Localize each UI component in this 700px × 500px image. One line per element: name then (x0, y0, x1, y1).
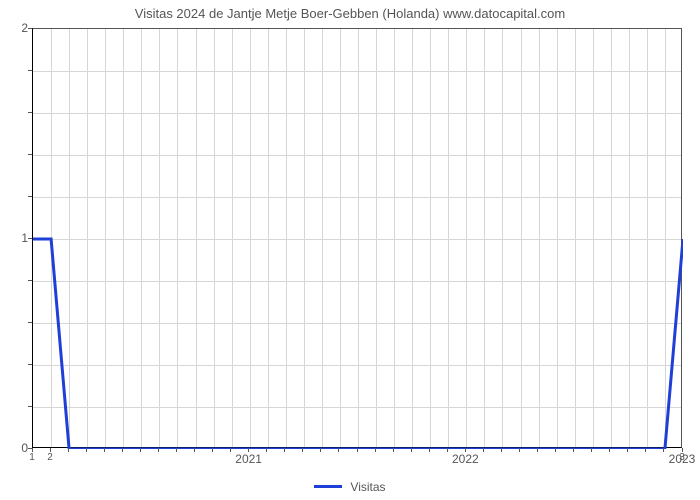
x-tick-mark (429, 448, 430, 452)
x-tick-mark (591, 448, 592, 452)
x-tick-mark (519, 448, 520, 452)
x-tick-mark (32, 448, 33, 452)
x-tick-mark (609, 448, 610, 452)
x-tick-mark (375, 448, 376, 452)
chart-container: Visitas 2024 de Jantje Metje Boer-Gebben… (0, 0, 700, 500)
x-tick-mark (537, 448, 538, 452)
y-tick-mark (28, 406, 32, 407)
x-tick-mark (266, 448, 267, 452)
y-tick-mark (28, 280, 32, 281)
y-tick-mark (28, 154, 32, 155)
x-tick-mark (68, 448, 69, 452)
x-tick-mark (645, 448, 646, 452)
x-tick-mark (573, 448, 574, 452)
x-tick-mark (682, 448, 683, 452)
y-tick-label: 1 (4, 231, 28, 245)
plot-area (32, 28, 682, 448)
series-line (33, 29, 683, 449)
y-tick-mark (28, 448, 32, 449)
x-minor-label: 2 (47, 452, 53, 463)
x-tick-mark (140, 448, 141, 452)
x-tick-label: 2022 (452, 452, 479, 466)
y-tick-label: 0 (4, 441, 28, 455)
chart-title: Visitas 2024 de Jantje Metje Boer-Gebben… (0, 6, 700, 21)
x-tick-mark (302, 448, 303, 452)
x-tick-label: 2021 (235, 452, 262, 466)
y-tick-mark (28, 238, 32, 239)
x-tick-mark (483, 448, 484, 452)
y-tick-label: 2 (4, 21, 28, 35)
x-tick-mark (50, 448, 51, 452)
x-minor-label: 1 (29, 452, 35, 463)
x-tick-mark (104, 448, 105, 452)
x-tick-mark (212, 448, 213, 452)
x-tick-mark (320, 448, 321, 452)
x-tick-mark (122, 448, 123, 452)
x-tick-mark (248, 448, 249, 452)
x-tick-mark (663, 448, 664, 452)
y-tick-mark (28, 70, 32, 71)
legend-swatch (314, 485, 342, 488)
x-tick-mark (501, 448, 502, 452)
legend: Visitas (0, 475, 700, 494)
x-minor-label: 3 (679, 452, 685, 463)
y-tick-mark (28, 196, 32, 197)
x-tick-mark (411, 448, 412, 452)
x-tick-mark (176, 448, 177, 452)
x-tick-mark (555, 448, 556, 452)
x-tick-mark (338, 448, 339, 452)
x-tick-mark (284, 448, 285, 452)
y-tick-mark (28, 322, 32, 323)
x-tick-mark (357, 448, 358, 452)
x-tick-mark (230, 448, 231, 452)
x-tick-mark (393, 448, 394, 452)
x-tick-mark (465, 448, 466, 452)
x-tick-mark (194, 448, 195, 452)
y-tick-mark (28, 112, 32, 113)
x-tick-mark (447, 448, 448, 452)
x-tick-mark (158, 448, 159, 452)
legend-label: Visitas (350, 480, 385, 494)
y-tick-mark (28, 28, 32, 29)
x-tick-mark (627, 448, 628, 452)
y-tick-mark (28, 364, 32, 365)
x-tick-mark (86, 448, 87, 452)
